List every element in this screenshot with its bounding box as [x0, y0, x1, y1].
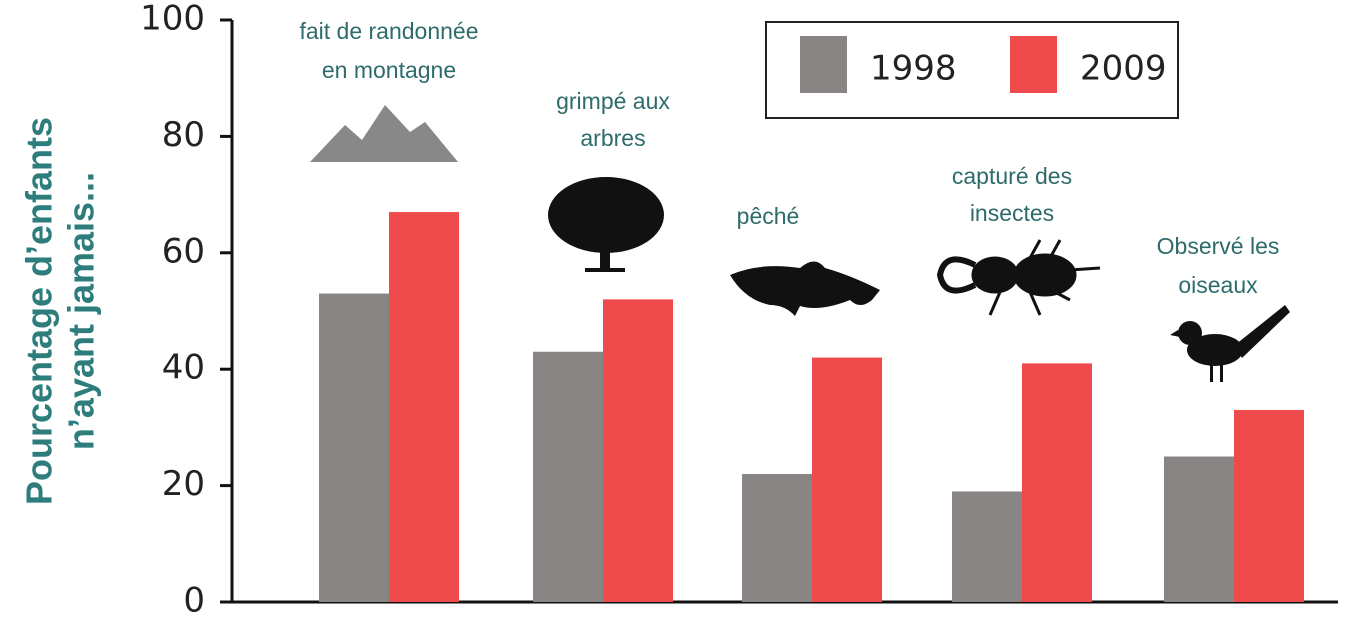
bar	[1164, 456, 1234, 602]
category-label: pêché	[737, 203, 800, 229]
bar	[603, 299, 673, 602]
bar	[1022, 363, 1092, 602]
fish-icon	[730, 261, 880, 316]
tree-icon	[548, 177, 664, 272]
bar	[1234, 409, 1304, 602]
bird-icon	[1170, 305, 1290, 382]
bar	[952, 491, 1022, 602]
legend-swatch	[1010, 36, 1057, 93]
bar	[389, 212, 459, 602]
category-label: arbres	[580, 125, 645, 151]
y-tick-label: 20	[162, 464, 205, 504]
y-axis-label-line: Pourcentage d’enfants	[19, 117, 60, 505]
y-axis-label: Pourcentage d’enfants n’ayant jamais...	[19, 117, 102, 505]
mountain-icon	[310, 105, 458, 162]
legend-label: 2009	[1080, 49, 1167, 89]
category-label: fait de randonnée	[299, 18, 478, 44]
beetle-icon	[936, 239, 1101, 316]
y-tick-label: 40	[162, 348, 205, 388]
category-label: oiseaux	[1178, 272, 1258, 298]
category-label: capturé des	[952, 163, 1072, 189]
y-tick-label: 100	[140, 0, 205, 39]
y-tick-label: 60	[162, 231, 205, 271]
legend-label: 1998	[870, 49, 957, 89]
category-label: grimpé aux	[556, 88, 670, 114]
y-tick-label: 80	[162, 115, 205, 155]
y-axis-label-line: n’ayant jamais...	[61, 172, 102, 450]
bar	[319, 293, 389, 602]
category-label: Observé les	[1157, 233, 1280, 259]
bar	[812, 357, 882, 602]
legend-swatch	[800, 36, 847, 93]
y-tick-label: 0	[183, 581, 205, 621]
category-label: insectes	[970, 200, 1054, 226]
bar	[742, 473, 812, 602]
category-label: en montagne	[322, 57, 456, 83]
bar	[533, 351, 603, 602]
